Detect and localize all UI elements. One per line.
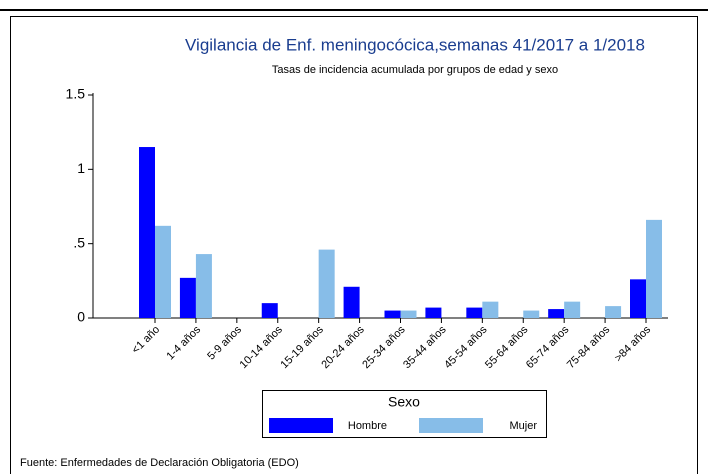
bar	[179, 277, 196, 318]
bar	[139, 147, 155, 318]
legend-swatch	[269, 418, 333, 433]
legend-label: Mujer	[509, 420, 537, 432]
bar	[155, 225, 171, 318]
bar	[425, 307, 442, 318]
y-tick-label: 1	[77, 160, 85, 176]
bar	[384, 310, 401, 318]
bar	[630, 279, 646, 318]
bar	[605, 306, 622, 318]
bar	[564, 301, 581, 318]
bar	[646, 219, 662, 318]
bar	[400, 310, 417, 318]
legend-title: Sexo	[388, 394, 420, 410]
bar	[343, 286, 360, 318]
legend-label: Hombre	[348, 420, 387, 432]
bar	[482, 301, 499, 318]
bar	[548, 309, 565, 318]
bar	[195, 254, 212, 318]
bar	[261, 303, 278, 318]
bar	[318, 249, 335, 318]
frame	[10, 16, 698, 474]
bar	[466, 307, 483, 318]
legend-swatch	[419, 418, 483, 433]
y-tick-label: 0	[77, 309, 85, 325]
bar	[523, 310, 540, 318]
chart-title: Vigilancia de Enf. meningocócica,semanas…	[185, 35, 645, 54]
y-tick-label: 1.5	[66, 86, 86, 102]
chart-subtitle: Tasas de incidencia acumulada por grupos…	[272, 64, 558, 76]
source-note: Fuente: Enfermedades de Declaración Obli…	[20, 457, 299, 469]
y-tick-label: .5	[73, 234, 85, 250]
